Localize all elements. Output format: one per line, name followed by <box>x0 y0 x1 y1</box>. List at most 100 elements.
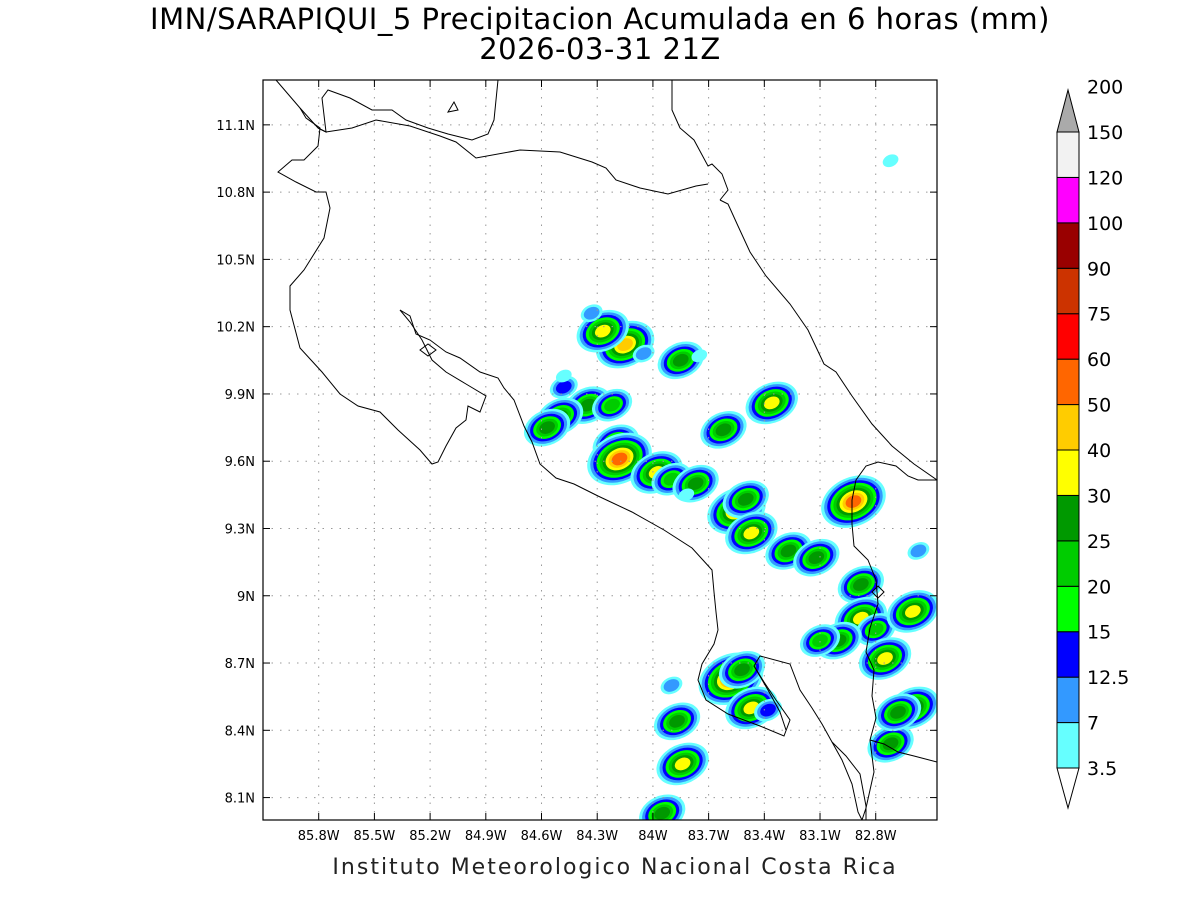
x-tick-label: 82.8W <box>855 829 897 844</box>
precip-contour <box>812 634 828 647</box>
precip-contour <box>867 623 884 636</box>
colorbar-label: 25 <box>1087 531 1111 553</box>
colorbar-label: 150 <box>1087 122 1123 144</box>
precip-cell <box>639 794 686 820</box>
precip-cell <box>718 650 766 689</box>
precip-contour <box>734 663 750 677</box>
precip-cell <box>874 693 922 732</box>
y-tick-label: 9N <box>237 590 255 605</box>
gulf-island <box>419 343 437 357</box>
x-tick-label: 85.8W <box>298 829 340 844</box>
colorbar-swatch <box>1056 131 1080 178</box>
precip-contour <box>760 703 776 717</box>
x-tick-label: 85.5W <box>353 829 395 844</box>
colorbar-swatch <box>1056 404 1080 451</box>
precip-contour <box>555 380 572 394</box>
precip-contour <box>743 526 760 540</box>
panama-pacific-coast <box>831 741 867 820</box>
precip-contour <box>663 679 680 692</box>
pacific-coast-guanacaste <box>277 107 487 465</box>
bocas-islands <box>871 585 885 599</box>
y-tick-label: 10.2N <box>216 321 255 336</box>
colorbar-label: 15 <box>1087 622 1111 644</box>
colorbar-label: 7 <box>1087 713 1099 735</box>
precip-cell <box>867 724 914 763</box>
precipitation-field <box>523 154 937 820</box>
precip-contour <box>882 737 899 751</box>
y-tick-label: 8.4N <box>225 724 255 739</box>
x-tick-label: 84.3W <box>576 829 618 844</box>
precip-cell <box>523 408 571 447</box>
precip-cell <box>793 538 840 577</box>
colorbar-swatch <box>1056 540 1080 587</box>
colorbar-label: 90 <box>1087 258 1111 280</box>
precip-contour <box>594 324 611 338</box>
colorbar-max-arrow <box>1056 88 1080 133</box>
precip-cell <box>580 304 603 323</box>
colorbar-swatch <box>1056 722 1080 769</box>
precip-contour <box>845 495 862 508</box>
nicoya-gulf-coast <box>399 309 719 631</box>
x-tick-label: 84W <box>638 829 668 844</box>
precip-cell <box>591 388 633 422</box>
precip-contour <box>669 714 685 728</box>
x-tick-label: 83.4W <box>743 829 785 844</box>
precip-contour <box>890 705 906 719</box>
precip-contour <box>678 488 695 502</box>
y-tick-label: 9.9N <box>225 388 255 403</box>
precip-contour <box>654 806 671 820</box>
precip-cell <box>886 590 937 633</box>
precip-cell <box>722 480 769 519</box>
precip-cell <box>660 676 683 695</box>
precip-contour <box>687 477 704 491</box>
y-tick-label: 8.7N <box>225 657 255 672</box>
precip-cell <box>657 341 704 380</box>
colorbar-swatch <box>1056 313 1080 360</box>
precip-cell <box>678 488 695 502</box>
x-tick-label: 85.2W <box>409 829 451 844</box>
precip-contour <box>611 452 628 466</box>
precip-contour <box>882 154 899 168</box>
precip-cell <box>653 702 701 741</box>
y-tick-label: 11.1N <box>216 119 255 134</box>
x-tick-label: 84.9W <box>465 829 507 844</box>
colorbar-min-arrow <box>1056 767 1080 810</box>
colorbar-label: 75 <box>1087 304 1111 326</box>
precip-cell <box>799 624 841 657</box>
precip-contour <box>691 349 708 363</box>
colorbar: 3.5 7 12.5 15 20 25 30 40 50 60 75 90 100 120 150 200 <box>1056 77 1129 810</box>
precip-cell <box>821 475 886 528</box>
colorbar-swatch <box>1056 585 1080 633</box>
x-tick-label: 83.1W <box>799 829 841 844</box>
title-line-1: IMN/SARAPIQUI_5 Precipitacion Acumulada … <box>150 2 1050 36</box>
nicaragua-river-border <box>317 119 709 195</box>
caribbean-nicaragua-coast <box>671 80 729 201</box>
precip-cell <box>837 565 885 604</box>
precip-contour <box>905 605 921 618</box>
lat-lon-grid <box>263 80 937 820</box>
precip-contour <box>635 347 652 360</box>
precip-contour <box>672 353 689 367</box>
precip-cell <box>555 369 572 383</box>
precip-cell <box>907 542 930 560</box>
colorbar-label: 100 <box>1087 213 1123 235</box>
title-line-2: 2026-03-31 21Z <box>479 32 721 66</box>
nicaragua-shoreline <box>275 80 499 141</box>
colorbar-label: 30 <box>1087 485 1111 507</box>
y-tick-label: 10.5N <box>216 253 255 268</box>
colorbar-label: 200 <box>1087 77 1123 99</box>
colorbar-swatch <box>1056 176 1080 224</box>
y-tick-label: 9.6N <box>225 455 255 470</box>
precip-contour <box>580 398 596 412</box>
colorbar-swatch <box>1056 358 1080 406</box>
map-title: IMN/SARAPIQUI_5 Precipitacion Acumulada … <box>0 4 1200 64</box>
footer-credit: Instituto Meteorologico Nacional Costa R… <box>332 855 898 880</box>
golfo-dulce <box>753 665 787 731</box>
caribbean-coast <box>719 199 937 481</box>
colorbar-label: 3.5 <box>1087 758 1117 780</box>
precip-contour <box>539 421 555 434</box>
panama-border-south <box>851 523 879 820</box>
colorbar-swatch <box>1056 494 1080 542</box>
precip-contour <box>877 652 893 665</box>
